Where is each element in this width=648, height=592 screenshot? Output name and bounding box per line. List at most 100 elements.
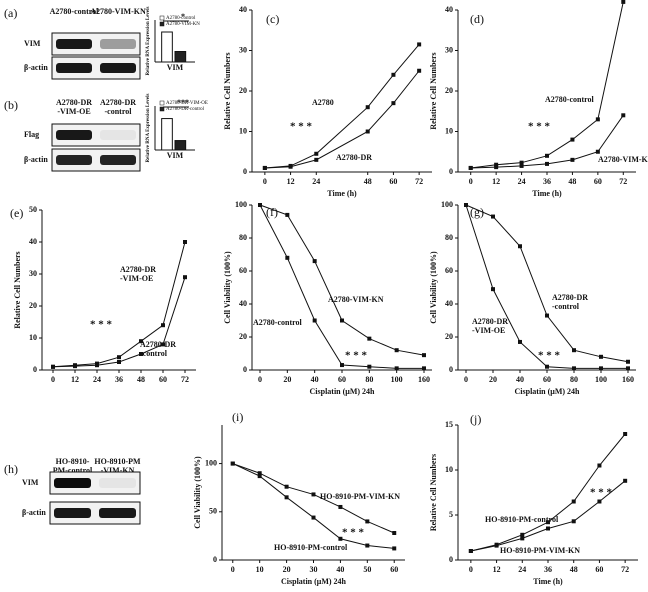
panel-label: (d): [470, 12, 484, 26]
data-point: [73, 364, 77, 369]
data-point: [258, 203, 262, 207]
data-point: [491, 287, 495, 292]
series-label: A2780-DR -VIM-OE: [120, 265, 156, 283]
series-line: [465, 204, 629, 363]
series-line: [465, 204, 628, 369]
data-point: [572, 348, 576, 353]
data-point: [494, 543, 499, 548]
data-point: [626, 359, 630, 364]
data-point: [422, 353, 426, 358]
data-point: [518, 339, 522, 344]
y-tick-label: 20: [239, 332, 247, 341]
x-tick-label: 36: [543, 177, 551, 186]
x-tick-label: 24: [93, 375, 101, 384]
series-line: [259, 204, 424, 369]
x-tick-label: 60: [543, 375, 551, 384]
data-point: [288, 164, 293, 169]
data-point: [284, 495, 289, 500]
y-tick-label: 40: [239, 299, 247, 308]
data-point: [597, 463, 602, 468]
data-point: [623, 432, 628, 436]
x-tick-label: 0: [51, 375, 55, 384]
data-point: [230, 461, 235, 466]
y-tick-label: 50: [29, 205, 37, 214]
y-axis-title: Cell Viability (100%): [429, 251, 438, 324]
data-point: [367, 364, 372, 369]
x-tick-label: 160: [622, 375, 634, 384]
annotation: ***: [177, 98, 189, 107]
data-point: [626, 366, 630, 371]
y-axis-title: Relative Cell Numbers: [429, 52, 438, 129]
y-tick-label: 0: [449, 167, 453, 176]
y-tick-label: 40: [239, 5, 247, 14]
data-point: [464, 203, 468, 207]
data-point: [599, 354, 603, 359]
data-point: [392, 531, 397, 535]
y-axis-title: Relative RNA Expression Levels: [146, 93, 151, 162]
series-label: A2780-DR: [336, 153, 372, 162]
annotation: * * *: [90, 319, 113, 331]
panel-label: (c): [266, 12, 279, 26]
annotation: * * *: [528, 121, 551, 133]
annotation: * * *: [590, 487, 613, 499]
x-tick-label: 10: [256, 565, 264, 574]
legend-label: A2780-VIM-KN: [166, 22, 200, 27]
lane-label: A2780-DR -control: [100, 98, 136, 116]
x-tick-label: 0: [469, 565, 473, 574]
series-line: [264, 70, 420, 169]
x-tick-label: 20: [283, 565, 291, 574]
x-tick-label: 24: [518, 177, 526, 186]
x-tick-label: 60: [594, 177, 602, 186]
data-point: [546, 520, 550, 525]
bar: [161, 31, 173, 63]
x-tick-label: 30: [310, 565, 318, 574]
x-tick-label: VIM: [167, 151, 184, 160]
data-point: [417, 42, 422, 47]
series-line: [232, 463, 395, 549]
row-label: Flag: [24, 130, 39, 139]
x-axis-title: Time (h): [533, 577, 563, 586]
x-tick-label: 72: [619, 177, 627, 186]
lane-label: HO-8910-PM -VIM-KN: [94, 457, 141, 475]
y-tick-label: 0: [243, 167, 247, 176]
lane-label: A2780-DR -VIM-OE: [56, 98, 92, 116]
data-point: [571, 519, 576, 524]
lane-label: HO-8910-PM-control: [53, 457, 93, 475]
blot-frame: [49, 501, 141, 525]
x-axis-title: Time (h): [327, 189, 357, 198]
data-point: [571, 499, 576, 504]
x-tick-label: 0: [231, 565, 235, 574]
x-tick-label: VIM: [167, 63, 184, 72]
data-point: [311, 492, 316, 497]
x-tick-label: 60: [390, 565, 398, 574]
x-tick-label: 0: [258, 375, 262, 384]
data-point: [312, 318, 317, 323]
x-tick-label: 40: [516, 375, 524, 384]
data-point: [139, 352, 143, 356]
y-tick-label: 0: [243, 365, 247, 374]
panel-label: (e): [10, 206, 23, 220]
x-tick-label: 48: [568, 177, 576, 186]
data-point: [491, 214, 495, 219]
data-point: [95, 363, 99, 368]
legend-swatch: [159, 106, 165, 112]
y-tick-label: 20: [29, 301, 37, 310]
lane-label: A2780-VIM-KN: [90, 7, 146, 16]
data-point: [572, 366, 576, 371]
blot-frame: [51, 123, 141, 147]
annotation: * * *: [538, 350, 561, 362]
data-point: [519, 160, 524, 165]
data-point: [365, 543, 370, 548]
data-point: [599, 366, 603, 371]
panel-label: (a): [4, 6, 17, 20]
x-tick-label: 60: [389, 177, 397, 186]
panel-label: (f): [266, 205, 278, 219]
x-tick-label: 60: [159, 375, 167, 384]
data-point: [284, 484, 289, 489]
y-axis-title: Cell Viability (100%): [193, 456, 202, 529]
data-point: [570, 157, 575, 162]
x-tick-label: 48: [570, 565, 578, 574]
y-tick-label: 10: [445, 126, 453, 135]
x-tick-label: 72: [415, 177, 423, 186]
annotation: * * *: [290, 121, 313, 133]
